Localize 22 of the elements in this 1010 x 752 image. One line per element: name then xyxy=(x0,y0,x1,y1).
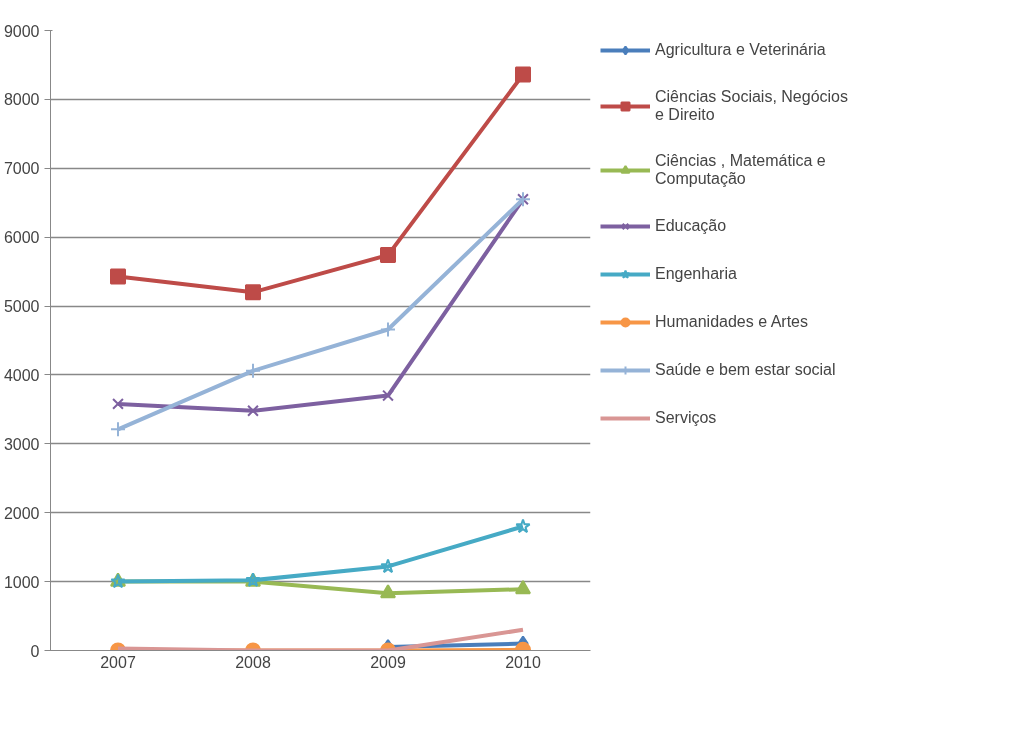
x-tick-label: 2010 xyxy=(505,653,541,671)
y-tick-label: 3000 xyxy=(3,435,40,453)
y-tick-label: 0 xyxy=(30,642,40,660)
legend-label: Agricultura e Veterinária xyxy=(655,41,826,59)
y-tick-label: 2000 xyxy=(3,504,40,522)
x-tick-label: 2009 xyxy=(370,653,406,671)
legend-label: Saúde e bem estar social xyxy=(655,361,836,379)
legend-label: Educação xyxy=(655,217,727,235)
x-tick-label: 2007 xyxy=(100,653,136,671)
y-tick-label: 9000 xyxy=(3,22,40,40)
legend-label: Humanidades e Artes xyxy=(655,313,808,331)
y-tick-label: 4000 xyxy=(3,366,40,384)
y-tick-label: 6000 xyxy=(3,229,40,247)
x-tick-label: 2008 xyxy=(235,653,271,671)
y-tick-label: 5000 xyxy=(3,298,40,316)
y-tick-label: 7000 xyxy=(3,160,40,178)
y-tick-label: 1000 xyxy=(3,573,40,591)
y-tick-label: 8000 xyxy=(3,91,40,109)
legend-label: Ciências Sociais, Negócios e Direito xyxy=(655,88,848,124)
legend-label: Serviços xyxy=(655,409,717,427)
legend-label: Ciências , Matemática e Computação xyxy=(655,152,826,188)
legend-label: Engenharia xyxy=(655,265,737,283)
